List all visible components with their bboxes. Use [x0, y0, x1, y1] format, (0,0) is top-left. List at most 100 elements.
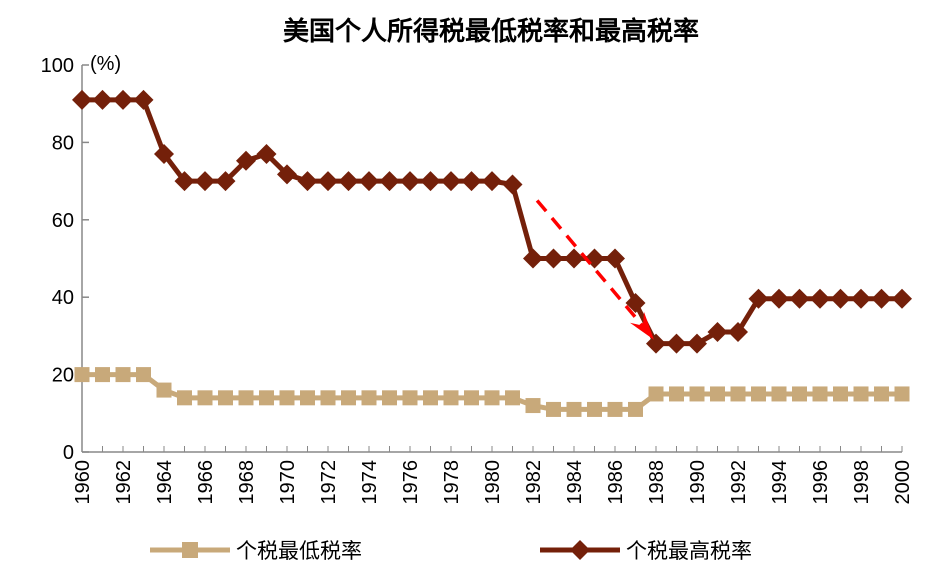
legend-marker-square [182, 542, 198, 558]
data-point-diamond [379, 171, 400, 192]
data-point-diamond [359, 171, 379, 192]
data-point-diamond [769, 288, 789, 309]
data-point-diamond [502, 174, 523, 195]
data-point-square [443, 390, 459, 406]
annotation-dashed-line [535, 199, 648, 331]
x-tick-label: 1982 [523, 460, 545, 505]
data-point-diamond [400, 171, 420, 192]
data-point-square [423, 390, 438, 406]
data-point-square [320, 390, 336, 406]
data-point-square [894, 386, 910, 402]
data-point-square [484, 390, 500, 406]
data-point-square [648, 386, 664, 402]
y-axis-label: (%) [90, 53, 121, 75]
data-point-diamond [646, 333, 666, 354]
data-point-square [238, 390, 254, 406]
data-point-square [177, 390, 192, 406]
x-tick-label: 1980 [482, 460, 504, 505]
data-point-diamond [420, 171, 441, 192]
data-point-diamond [666, 333, 687, 354]
data-point-diamond [605, 248, 625, 269]
x-tick-label: 1988 [646, 460, 668, 505]
data-point-diamond [92, 89, 113, 110]
data-point-square [792, 386, 807, 402]
y-tick-label: 20 [52, 365, 74, 387]
data-point-diamond [195, 171, 215, 192]
data-point-square [730, 386, 746, 402]
x-tick-label: 1978 [441, 460, 463, 505]
data-point-diamond [174, 171, 195, 192]
data-point-diamond [154, 144, 174, 165]
x-tick-label: 1964 [154, 460, 176, 505]
x-tick-label: 1976 [400, 460, 422, 505]
data-point-diamond [728, 322, 748, 343]
data-point-diamond [789, 288, 810, 309]
data-point-diamond [318, 171, 338, 192]
data-point-square [689, 386, 705, 402]
data-point-square [259, 390, 274, 406]
data-point-square [341, 390, 356, 406]
x-tick-label: 1992 [728, 460, 750, 505]
data-point-diamond [564, 248, 584, 269]
data-point-square [402, 390, 418, 406]
chart-title: 美国个人所得税最低税率和最高税率 [283, 16, 699, 47]
data-point-square [628, 401, 643, 417]
data-point-diamond [482, 171, 502, 192]
data-point-diamond [297, 171, 318, 192]
data-point-diamond [830, 288, 851, 309]
data-point-diamond [236, 150, 256, 171]
data-point-square [587, 401, 602, 417]
data-point-square [115, 367, 131, 383]
data-point-diamond [707, 322, 728, 343]
data-point-square [197, 390, 213, 406]
legend-marker-diamond [570, 540, 590, 560]
y-tick-label: 40 [52, 287, 74, 309]
x-tick-label: 1990 [687, 460, 709, 505]
data-point-square [279, 390, 295, 406]
data-point-diamond [687, 333, 707, 354]
x-tick-label: 2000 [892, 460, 914, 505]
x-tick-label: 1960 [72, 460, 94, 505]
data-point-square [710, 386, 725, 402]
x-tick-label: 1962 [113, 460, 135, 505]
data-point-diamond [441, 171, 461, 192]
data-point-diamond [256, 144, 277, 165]
data-point-diamond [215, 171, 236, 192]
x-tick-label: 1966 [195, 460, 217, 505]
data-point-square [218, 390, 233, 406]
data-point-square [505, 390, 520, 406]
data-point-diamond [133, 89, 154, 110]
data-point-diamond [543, 248, 564, 269]
data-point-square [464, 390, 479, 406]
data-point-square [833, 386, 848, 402]
x-tick-label: 1984 [564, 460, 586, 505]
data-point-diamond [892, 288, 912, 309]
data-point-square [771, 386, 787, 402]
legend-label: 个税最低税率 [236, 539, 362, 563]
data-point-square [95, 367, 110, 383]
legend-label: 个税最高税率 [626, 539, 752, 563]
data-point-square [156, 382, 172, 398]
x-tick-label: 1998 [851, 460, 873, 505]
data-point-diamond [625, 293, 646, 314]
x-tick-label: 1972 [318, 460, 340, 505]
x-tick-label: 1968 [236, 460, 258, 505]
data-point-square [607, 401, 623, 417]
data-point-square [361, 390, 377, 406]
x-tick-label: 1996 [810, 460, 832, 505]
data-point-square [874, 386, 889, 402]
data-point-diamond [810, 288, 830, 309]
annotation [535, 199, 654, 340]
y-tick-label: 100 [41, 55, 74, 77]
data-point-diamond [338, 171, 359, 192]
data-point-square [853, 386, 869, 402]
data-point-square [812, 386, 828, 402]
data-point-square [566, 401, 582, 417]
series-group [72, 89, 912, 417]
axes: 0 20 40 60 80 100 1960 1962 1964 1966 1968 1970 1972… [41, 55, 914, 505]
x-tick-label: 1970 [277, 460, 299, 505]
data-point-diamond [523, 248, 543, 269]
x-tick-label: 1986 [605, 460, 627, 505]
